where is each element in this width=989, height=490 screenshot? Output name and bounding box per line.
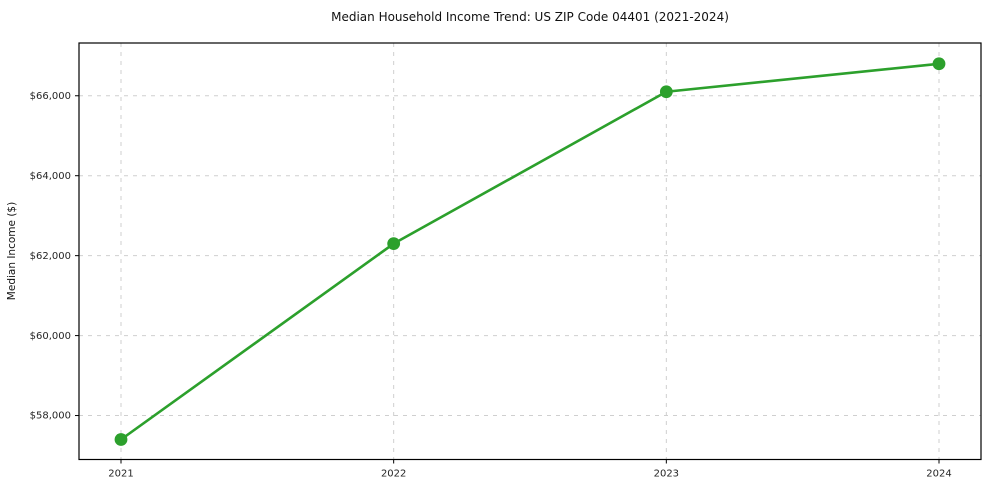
y-axis-label: Median Income ($) [6, 202, 18, 300]
data-point-marker [387, 237, 401, 251]
data-point-marker [114, 433, 128, 446]
x-tick-label: 2021 [108, 469, 133, 480]
y-tick-label: $62,000 [30, 251, 71, 262]
x-tick-labels: 2021 2022 2023 2024 [108, 469, 951, 480]
x-tick-label: 2023 [654, 469, 679, 480]
y-tick-label: $58,000 [30, 411, 71, 422]
y-tick-label: $66,000 [30, 91, 71, 102]
y-tick-label: $60,000 [30, 331, 71, 342]
axis-ticks [75, 95, 940, 464]
data-series [114, 57, 946, 446]
trend-line [119, 62, 941, 441]
y-tick-label: $64,000 [30, 171, 71, 182]
plot-area [79, 43, 981, 460]
gridlines [79, 43, 981, 460]
chart-title: Median Household Income Trend: US ZIP Co… [331, 10, 729, 24]
data-point-marker [659, 85, 673, 99]
data-point-marker [932, 57, 946, 71]
x-tick-label: 2022 [381, 469, 406, 480]
x-tick-label: 2024 [926, 469, 951, 480]
plot-border [78, 42, 982, 461]
y-tick-labels: $58,000 $60,000 $62,000 $64,000 $66,000 [30, 91, 71, 422]
